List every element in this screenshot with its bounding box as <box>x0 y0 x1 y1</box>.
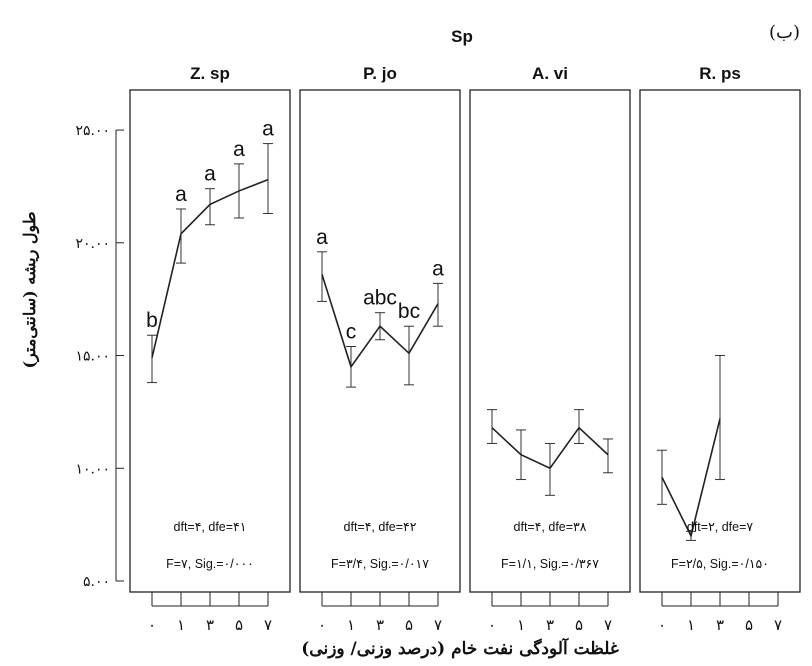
x-tick-label: ۷ <box>434 616 442 634</box>
group-letter: bc <box>398 300 420 323</box>
panel-title: R. ps <box>699 64 741 83</box>
group-letter: c <box>346 321 357 344</box>
y-tick-label: ۱۵.۰۰ <box>75 349 110 365</box>
group-letter: a <box>316 226 328 249</box>
y-axis-label: طول ریشه (سانتی‌متر) <box>20 211 40 368</box>
x-tick-label: ۱ <box>347 616 355 634</box>
x-tick-label: ۵ <box>745 616 753 634</box>
stats-line-df: dft=۴, dfe=۳۸ <box>514 520 587 534</box>
series-line <box>321 274 439 369</box>
x-tick-label: ۱ <box>517 616 525 634</box>
group-letter: a <box>432 257 444 280</box>
figure-header: Sp <box>451 27 473 46</box>
x-tick-label: ۷ <box>604 616 612 634</box>
y-tick-label: ۱۰.۰۰ <box>75 461 110 477</box>
x-tick-label: ۵ <box>575 616 583 634</box>
x-tick-label: ۰ <box>318 616 326 634</box>
x-tick-label: ۰ <box>658 616 666 634</box>
group-letter: abc <box>363 287 397 310</box>
x-tick-label: ۰ <box>488 616 496 634</box>
x-tick-label: ۱ <box>687 616 695 634</box>
figure-tag: (ب) <box>769 22 800 43</box>
x-tick-label: ۳ <box>716 616 724 634</box>
x-tick-label: ۳ <box>206 616 214 634</box>
panel-frame <box>639 89 801 593</box>
panel-frame <box>299 89 461 593</box>
group-letter: a <box>233 138 245 161</box>
stats-line-f: F=۱/۱, Sig.=۰/۳۶۷ <box>501 557 599 571</box>
stats-line-f: F=۷, Sig.=۰/۰۰۰ <box>166 557 254 571</box>
x-tick-label: ۷ <box>264 616 272 634</box>
stats-line-f: F=۲/۵, Sig.=۰/۱۵۰ <box>671 557 769 571</box>
series-line <box>151 178 269 358</box>
stats-line-f: F=۳/۴, Sig.=۰/۰۱۷ <box>331 557 429 571</box>
y-tick-label: ۲۰.۰۰ <box>75 236 110 252</box>
series-line <box>491 426 609 470</box>
x-tick-label: ۳ <box>546 616 554 634</box>
group-letter: a <box>204 163 216 186</box>
x-tick-label: ۵ <box>405 616 413 634</box>
group-letter: a <box>175 183 187 206</box>
group-letter: a <box>262 118 274 141</box>
x-tick-label: ۷ <box>774 616 782 634</box>
y-tick-label: ۲۵.۰۰ <box>75 123 110 139</box>
stats-line-df: dft=۲, dfe=۷ <box>687 520 754 534</box>
stats-line-df: dft=۴, dfe=۴۱ <box>174 520 247 534</box>
panel-title: A. vi <box>532 64 568 83</box>
x-tick-label: ۱ <box>177 616 185 634</box>
y-tick-label: ۵.۰۰ <box>83 574 110 590</box>
x-tick-label: ۰ <box>148 616 156 634</box>
panel-title: Z. sp <box>190 64 230 83</box>
x-tick-label: ۵ <box>235 616 243 634</box>
panel-frame <box>469 89 631 593</box>
stats-line-df: dft=۴, dfe=۴۲ <box>344 520 417 534</box>
x-tick-label: ۳ <box>376 616 384 634</box>
x-axis-label: غلظت آلودگی نفت خام (درصد وزنی/ وزنی) <box>301 637 619 659</box>
series-line <box>661 418 721 539</box>
group-letter: b <box>146 309 158 332</box>
panel-title: P. jo <box>363 64 397 83</box>
